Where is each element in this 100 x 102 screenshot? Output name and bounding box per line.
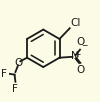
Text: O: O [77, 37, 85, 47]
Text: F: F [12, 84, 18, 94]
Text: +: + [75, 50, 81, 59]
Text: −: − [81, 41, 88, 50]
Text: Cl: Cl [70, 18, 81, 28]
Text: O: O [14, 58, 22, 68]
Text: N: N [71, 51, 79, 61]
Text: O: O [76, 65, 84, 75]
Text: F: F [1, 69, 7, 79]
